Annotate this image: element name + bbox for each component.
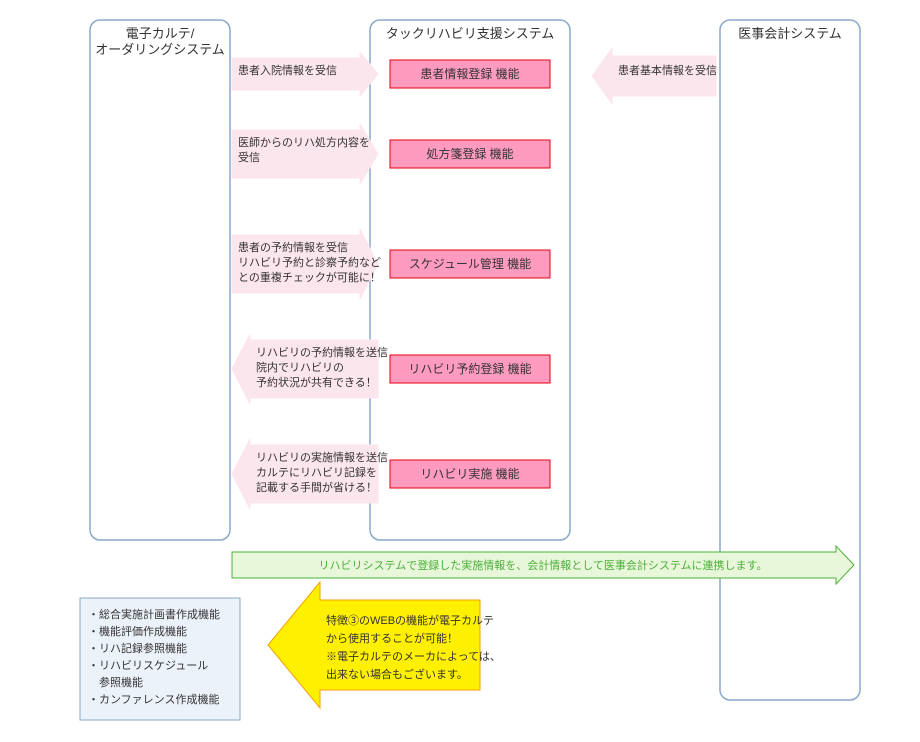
flow-arrow-4-label: カルテにリハビリ記録を [256, 465, 377, 479]
feature-list-item-0: ・総合実施計画書作成機能 [88, 607, 220, 621]
func-box-1-label: 処方箋登録 機能 [426, 146, 513, 161]
flow-arrow-from-right-label: 患者基本情報を受信 [618, 63, 717, 77]
yellow-callout-line-2: ※電子カルテのメーカによっては、 [326, 650, 501, 663]
feature-list-item-3: ・リハビリスケジュール [88, 659, 208, 672]
green-arrow-label: リハビリシステムで登録した実施情報を、会計情報として医事会計システムに連携します… [319, 558, 768, 572]
column-left [90, 20, 230, 540]
flow-arrow-4-label: リハビリの実施情報を送信 [256, 450, 388, 464]
column-left-title: オーダリングシステム [95, 42, 225, 57]
yellow-callout-line-3: 出来ない場合もございます。 [326, 667, 468, 681]
column-right-title: 医事会計システム [738, 26, 842, 41]
flow-arrow-4-label: 記載する手間が省ける！ [256, 480, 377, 494]
flow-arrow-3-label: リハビリの予約情報を送信 [256, 345, 388, 359]
flow-arrow-1-label: 医師からのリハ処方内容を [238, 135, 370, 149]
flow-arrow-3-label: 院内でリハビリの [256, 360, 344, 374]
func-box-3-label: リハビリ予約登録 機能 [408, 361, 531, 376]
yellow-callout-line-1: から使用することが可能！ [326, 631, 458, 645]
yellow-callout-line-0: 特徴③のWEBの機能が電子カルテ [326, 613, 494, 627]
flow-arrow-1-label: 受信 [238, 151, 260, 164]
column-left-title: 電子カルテ/ [126, 26, 195, 41]
flow-arrow-0-label: 患者入院情報を受信 [238, 63, 337, 77]
feature-list-item-1: ・機能評価作成機能 [88, 624, 187, 638]
flow-arrow-2-label: との重複チェックが可能に！ [238, 270, 381, 284]
feature-list-item-2: ・リハ記録参照機能 [88, 641, 187, 655]
flow-arrow-3-label: 予約状況が共有できる！ [256, 375, 377, 389]
flow-arrow-2-label: 患者の予約情報を受信 [238, 240, 348, 254]
column-center-title: タックリハビリ支援システム [386, 26, 555, 41]
feature-list-item-5: ・カンファレンス作成機能 [88, 692, 219, 706]
feature-list-item-4: 参照機能 [88, 675, 143, 689]
column-right [720, 20, 860, 700]
func-box-0-label: 患者情報登録 機能 [420, 66, 519, 81]
flow-arrow-2-label: リハビリ予約と診察予約など [238, 255, 381, 269]
yellow-callout [268, 582, 480, 708]
func-box-4-label: リハビリ実施 機能 [420, 466, 519, 481]
func-box-2-label: スケジュール管理 機能 [409, 256, 532, 271]
